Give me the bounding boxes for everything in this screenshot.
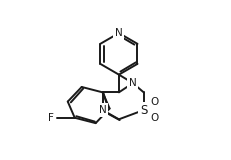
Text: O: O: [150, 97, 158, 107]
Text: N: N: [128, 78, 136, 88]
Text: S: S: [140, 104, 147, 116]
Text: N: N: [115, 28, 122, 38]
Text: N: N: [98, 105, 106, 115]
Text: F: F: [48, 113, 53, 123]
Text: O: O: [150, 113, 158, 123]
